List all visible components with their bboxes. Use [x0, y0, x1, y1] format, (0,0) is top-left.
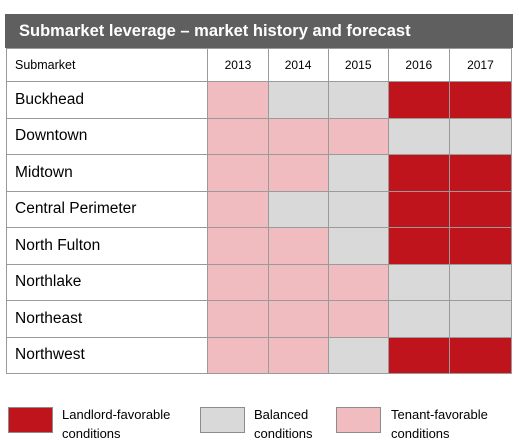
table-row: Central Perimeter [5, 190, 513, 228]
table-row: Midtown [5, 154, 513, 192]
year-header: 2015 [327, 48, 389, 82]
leverage-chart: Submarket leverage – market history and … [5, 14, 513, 374]
condition-cell-tenant [207, 227, 269, 265]
condition-cell-landlord [448, 81, 513, 119]
legend-label: Landlord-favorable [62, 407, 171, 422]
submarket-name: Downtown [5, 117, 209, 155]
legend-label: conditions [391, 426, 450, 441]
condition-cell-balanced [448, 300, 513, 338]
year-header: 2016 [387, 48, 450, 82]
condition-cell-balanced [387, 263, 450, 301]
legend-label: Balanced [254, 407, 309, 422]
legend-swatch-balanced [200, 407, 245, 433]
table-row: North Fulton [5, 227, 513, 265]
condition-cell-landlord [387, 154, 450, 192]
table-row: Northeast [5, 300, 513, 338]
legend-swatch-landlord [8, 407, 53, 433]
year-header: 2017 [448, 48, 513, 82]
condition-cell-balanced [267, 81, 329, 119]
condition-cell-tenant [207, 190, 269, 228]
condition-cell-balanced [327, 154, 389, 192]
year-header: 2013 [207, 48, 269, 82]
condition-cell-balanced [327, 190, 389, 228]
condition-cell-balanced [387, 300, 450, 338]
condition-cell-landlord [448, 190, 513, 228]
submarket-name: North Fulton [5, 227, 209, 265]
condition-cell-tenant [267, 154, 329, 192]
table-row: Downtown [5, 117, 513, 155]
condition-cell-tenant [327, 117, 389, 155]
condition-cell-landlord [387, 227, 450, 265]
legend: Landlord-favorable conditions Balanced c… [5, 403, 517, 446]
table-row: Buckhead [5, 81, 513, 119]
condition-cell-landlord [387, 336, 450, 374]
condition-cell-tenant [327, 263, 389, 301]
submarket-name: Northwest [5, 336, 209, 374]
table-row: Northwest [5, 336, 513, 374]
submarket-name: Buckhead [5, 81, 209, 119]
submarket-name: Central Perimeter [5, 190, 209, 228]
condition-cell-landlord [448, 227, 513, 265]
legend-swatch-tenant [336, 407, 381, 433]
condition-cell-tenant [267, 117, 329, 155]
condition-cell-tenant [267, 336, 329, 374]
condition-cell-tenant [267, 227, 329, 265]
condition-cell-tenant [267, 300, 329, 338]
condition-cell-balanced [327, 81, 389, 119]
condition-cell-landlord [448, 336, 513, 374]
year-header: 2014 [267, 48, 329, 82]
condition-cell-balanced [448, 263, 513, 301]
condition-cell-tenant [207, 81, 269, 119]
condition-cell-balanced [327, 227, 389, 265]
table-row: Northlake [5, 263, 513, 301]
leverage-table: Submarket 2013 2014 2015 2016 2017 Buckh… [5, 48, 513, 374]
legend-label: conditions [254, 426, 313, 441]
condition-cell-landlord [387, 81, 450, 119]
legend-label: Tenant-favorable [391, 407, 488, 422]
condition-cell-tenant [267, 263, 329, 301]
submarket-name: Midtown [5, 154, 209, 192]
condition-cell-balanced [267, 190, 329, 228]
condition-cell-tenant [207, 117, 269, 155]
condition-cell-tenant [327, 300, 389, 338]
condition-cell-tenant [207, 300, 269, 338]
condition-cell-landlord [387, 190, 450, 228]
submarket-name: Northeast [5, 300, 209, 338]
condition-cell-landlord [448, 154, 513, 192]
condition-cell-tenant [207, 154, 269, 192]
condition-cell-balanced [327, 336, 389, 374]
submarket-name: Northlake [5, 263, 209, 301]
header-row: Submarket 2013 2014 2015 2016 2017 [5, 48, 513, 82]
condition-cell-balanced [387, 117, 450, 155]
row-header-label: Submarket [5, 48, 209, 82]
condition-cell-tenant [207, 263, 269, 301]
chart-title: Submarket leverage – market history and … [5, 14, 513, 48]
legend-label: conditions [62, 426, 121, 441]
condition-cell-tenant [207, 336, 269, 374]
condition-cell-balanced [448, 117, 513, 155]
